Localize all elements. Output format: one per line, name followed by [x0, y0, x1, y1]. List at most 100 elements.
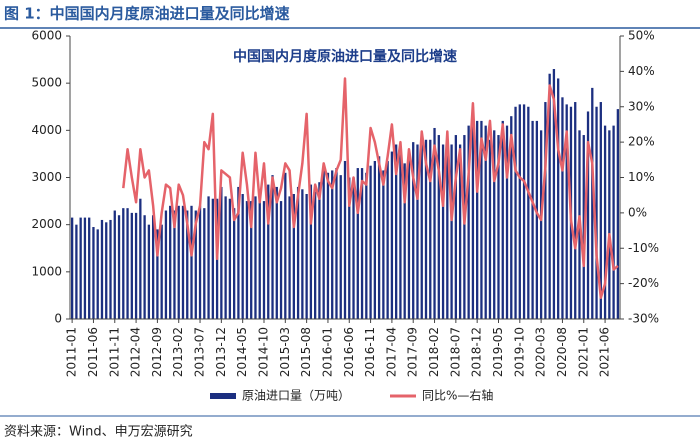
- bar: [420, 135, 423, 319]
- bar: [395, 144, 398, 319]
- source: 资料来源：Wind、申万宏源研究: [4, 425, 193, 440]
- x-tick-label: 2021-06: [598, 327, 612, 377]
- bar: [83, 217, 87, 319]
- x-tick-label: 2018-07: [448, 327, 462, 377]
- bar: [390, 151, 394, 319]
- bar: [301, 189, 304, 319]
- bar: [403, 163, 406, 319]
- bar: [582, 135, 585, 319]
- bar: [539, 130, 543, 319]
- bar: [254, 196, 257, 319]
- legend-label: 同比%—右轴: [422, 388, 493, 403]
- y2-tick-label: 0%: [628, 205, 647, 219]
- bar: [446, 135, 449, 319]
- y2-tick-label: 20%: [628, 135, 655, 149]
- bar: [314, 191, 317, 319]
- bar: [433, 127, 436, 319]
- bar: [322, 163, 325, 319]
- bar: [480, 120, 483, 320]
- bar: [173, 210, 176, 319]
- bar: [343, 160, 347, 319]
- bar: [113, 210, 116, 319]
- bar: [522, 104, 526, 320]
- bar: [531, 120, 534, 320]
- bar: [250, 201, 253, 319]
- bar: [386, 160, 389, 319]
- bar: [488, 139, 492, 319]
- bar: [117, 215, 121, 319]
- bar: [211, 198, 214, 319]
- bar: [130, 212, 133, 319]
- x-tick-label: 2016-01: [320, 327, 334, 377]
- x-tick-label: 2011-11: [107, 327, 121, 377]
- bar: [561, 97, 564, 319]
- bar: [194, 210, 197, 319]
- bar: [565, 104, 568, 320]
- x-tick-label: 2021-01: [576, 327, 590, 377]
- bar: [591, 87, 594, 319]
- bar: [143, 215, 146, 319]
- y-tick-label: 3000: [31, 170, 62, 184]
- x-tick-label: 2012-04: [129, 327, 143, 377]
- legend-label: 原油进口量（万吨）: [242, 389, 350, 403]
- bar: [318, 182, 321, 319]
- x-tick-label: 2013-07: [193, 327, 207, 377]
- bar: [92, 227, 95, 319]
- bar: [493, 130, 496, 319]
- bar: [437, 135, 440, 319]
- x-tick-label: 2019-05: [491, 327, 505, 377]
- bar: [190, 205, 193, 319]
- bar: [544, 102, 547, 320]
- bar: [369, 165, 372, 319]
- bar: [156, 229, 159, 319]
- bar: [608, 130, 611, 319]
- bar: [70, 217, 74, 319]
- bar: [510, 116, 513, 319]
- caption: 图 1：中国国内月度原油进口量及同比增速: [4, 5, 290, 23]
- y-tick-label: 4000: [31, 123, 62, 137]
- y2-tick-label: -30%: [628, 312, 659, 326]
- bar: [616, 109, 620, 319]
- bar: [279, 201, 283, 319]
- bar: [612, 125, 615, 319]
- x-tick-label: 2016-06: [342, 327, 356, 377]
- x-tick-label: 2020-08: [555, 327, 569, 377]
- bar: [463, 135, 466, 319]
- bar: [232, 208, 236, 319]
- bar: [514, 106, 517, 319]
- bar: [271, 175, 274, 319]
- bar: [267, 184, 270, 319]
- bar: [288, 196, 291, 319]
- bar: [471, 106, 475, 319]
- bar: [151, 215, 155, 319]
- bar: [416, 144, 419, 319]
- bar: [198, 205, 202, 319]
- bar: [557, 78, 560, 319]
- bar: [424, 139, 428, 319]
- bar: [100, 219, 104, 319]
- bar: [139, 198, 142, 319]
- bar: [518, 104, 521, 320]
- y2-tick-label: -10%: [628, 241, 659, 255]
- bar: [75, 224, 78, 319]
- bar: [177, 205, 180, 319]
- bar: [348, 177, 351, 319]
- x-tick-label: 2012-09: [150, 327, 164, 377]
- bar: [122, 208, 125, 319]
- bar: [377, 156, 381, 319]
- bar: [224, 196, 227, 319]
- bar: [595, 106, 598, 319]
- y2-tick-label: 40%: [628, 64, 655, 78]
- x-tick-label: 2020-03: [534, 327, 548, 377]
- legend-swatch: [210, 393, 236, 399]
- bar: [574, 102, 577, 320]
- y-tick-label: 6000: [31, 29, 62, 43]
- x-tick-label: 2014-10: [256, 327, 270, 377]
- bar: [467, 125, 470, 319]
- bar: [258, 198, 261, 319]
- bar: [373, 160, 376, 319]
- bar: [527, 106, 530, 319]
- x-tick-label: 2017-09: [406, 327, 420, 377]
- x-tick-label: 2015-03: [278, 327, 292, 377]
